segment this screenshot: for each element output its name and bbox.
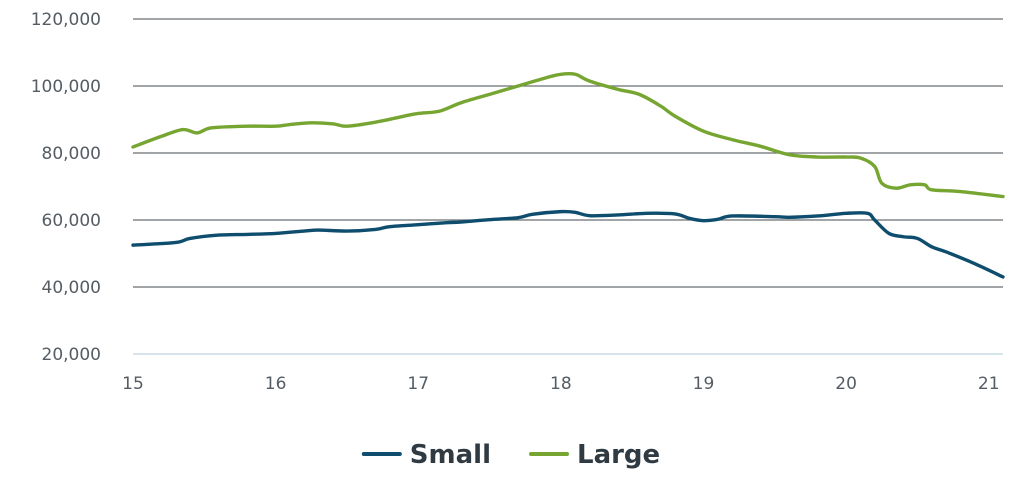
x-tick-label: 20 xyxy=(835,374,857,394)
y-tick-label: 60,000 xyxy=(42,211,101,231)
x-tick-label: 17 xyxy=(407,374,429,394)
x-tick-label: 19 xyxy=(693,374,715,394)
x-tick-label: 21 xyxy=(978,374,1000,394)
legend-label: Small xyxy=(410,440,491,470)
y-tick-label: 80,000 xyxy=(42,144,101,164)
x-axis-tick-labels: 15 16 17 18 19 20 21 xyxy=(122,374,999,394)
series-line-large xyxy=(131,71,1005,199)
y-tick-label: 40,000 xyxy=(42,278,101,298)
gridlines xyxy=(133,18,1003,355)
legend-label: Large xyxy=(577,440,660,470)
y-axis-tick-labels: 20,000 40,000 60,000 80,000 100,000 120,000 xyxy=(31,10,101,365)
x-tick-label: 18 xyxy=(550,374,572,394)
y-tick-label: 100,000 xyxy=(31,77,101,97)
y-tick-label: 20,000 xyxy=(42,345,101,365)
legend-item-small: Small xyxy=(361,440,491,470)
series-lines xyxy=(131,71,1005,279)
legend: Small Large xyxy=(361,440,660,470)
y-tick-label: 120,000 xyxy=(31,10,101,30)
legend-item-large: Large xyxy=(529,440,660,470)
x-tick-label: 16 xyxy=(265,374,287,394)
x-tick-label: 15 xyxy=(122,374,144,394)
series-line-small xyxy=(131,209,1005,279)
